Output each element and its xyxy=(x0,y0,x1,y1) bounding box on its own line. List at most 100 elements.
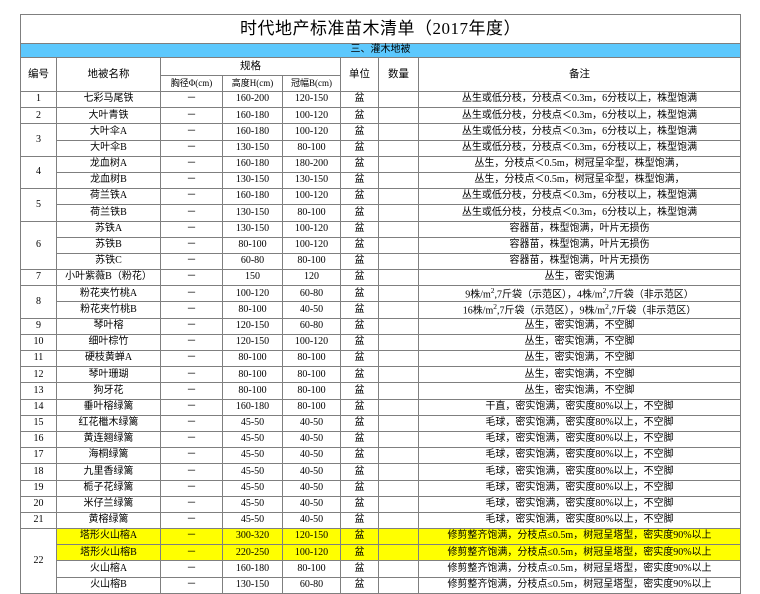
table-row[interactable]: 8 粉花夹竹桃A － 100-120 60-80 盆 9株/m2,7斤袋（示范区），4株/m… xyxy=(20,285,741,319)
cell-crown[interactable]: 40-50 xyxy=(282,511,341,530)
cell-remark[interactable]: 丛生或低分枝，分枝点＜0.3m，6分枝以上，株型饱满 xyxy=(418,123,741,141)
cell-height[interactable]: 130-150 xyxy=(222,171,283,190)
cell-name[interactable]: 苏铁A xyxy=(56,220,161,238)
cell-height[interactable]: 45-50 xyxy=(222,463,283,481)
cell-height[interactable]: 130-150 xyxy=(222,576,283,594)
cell-remark[interactable]: 修剪整齐饱满，分枝点≤0.5m，树冠呈塔型，密实度90%以上 xyxy=(418,576,741,594)
cell-diameter[interactable]: － xyxy=(160,139,223,157)
cell-diameter[interactable]: － xyxy=(160,463,223,481)
cell-height[interactable]: 160-180 xyxy=(222,188,283,206)
cell-remark[interactable]: 毛球，密实饱满，密实度80%以上，不空脚 xyxy=(418,511,741,530)
cell-diameter[interactable]: － xyxy=(160,511,223,530)
cell-unit[interactable]: 盆 xyxy=(340,155,379,173)
cell-quantity[interactable] xyxy=(378,560,419,578)
cell-no[interactable]: 8 xyxy=(20,285,57,319)
cell-remark[interactable]: 毛球，密实饱满，密实度80%以上，不空脚 xyxy=(418,463,741,481)
cell-name[interactable]: 细叶棕竹 xyxy=(56,333,161,352)
cell-height[interactable]: 45-50 xyxy=(222,430,283,449)
table-row[interactable]: 苏铁B － 80-100 100-120 盆 容器苗，株型饱满，叶片无损伤 xyxy=(21,236,741,254)
cell-unit[interactable]: 盆 xyxy=(340,560,379,578)
cell-remark[interactable]: 修剪整齐饱满，分枝点≤0.5m，树冠呈塔型，密实度90%以上 xyxy=(418,528,741,546)
cell-diameter[interactable]: － xyxy=(160,269,223,287)
cell-unit[interactable]: 盆 xyxy=(340,171,379,190)
cell-height[interactable]: 45-50 xyxy=(222,479,283,497)
cell-unit[interactable]: 盆 xyxy=(340,139,379,157)
cell-crown[interactable]: 40-50 xyxy=(282,495,341,513)
cell-unit[interactable]: 盆 xyxy=(340,90,379,109)
cell-crown[interactable]: 100-120 xyxy=(282,236,341,254)
cell-remark[interactable]: 16株/m2,7斤袋（示范区），9株/m2,7斤袋（非示范区） xyxy=(418,301,741,319)
cell-name[interactable]: 火山榕B xyxy=(56,576,161,594)
cell-name[interactable]: 琴叶珊瑚 xyxy=(56,366,161,384)
cell-unit[interactable]: 盆 xyxy=(340,252,379,271)
cell-name[interactable]: 粉花夹竹桃A xyxy=(56,285,161,303)
table-row[interactable]: 2 大叶青铁－ 160-180 100-120 盆 丛生或低分枝，分枝点＜0.3m，6分枝… xyxy=(20,107,741,125)
table-row[interactable]: 13 狗牙花－ 80-100 80-100 盆丛生，密实饱满，不空脚 xyxy=(20,382,741,400)
cell-crown[interactable]: 80-100 xyxy=(282,398,341,416)
cell-crown[interactable]: 100-120 xyxy=(282,333,341,352)
cell-unit[interactable]: 盆 xyxy=(340,447,379,465)
cell-remark[interactable]: 容器苗，株型饱满，叶片无损伤 xyxy=(418,252,741,271)
cell-height[interactable]: 80-100 xyxy=(222,301,283,319)
cell-remark[interactable]: 干直，密实饱满，密实度80%以上，不空脚 xyxy=(418,398,741,416)
cell-no[interactable]: 6 xyxy=(20,220,57,271)
cell-crown[interactable]: 80-100 xyxy=(282,204,341,222)
cell-unit[interactable]: 盆 xyxy=(340,301,379,319)
cell-height[interactable]: 45-50 xyxy=(222,447,283,465)
table-row[interactable]: 5 荷兰铁A － 160-180 100-120 盆丛生或低分枝，分枝点＜0.3m，6分枝… xyxy=(20,188,741,222)
cell-unit[interactable]: 盆 xyxy=(340,204,379,222)
cell-height[interactable]: 120-150 xyxy=(222,333,283,352)
cell-unit[interactable]: 盆 xyxy=(340,188,379,206)
cell-no[interactable]: 12 xyxy=(20,366,57,384)
cell-remark[interactable]: 修剪整齐饱满，分枝点≤0.5m，树冠呈塔型，密实度90%以上 xyxy=(418,544,741,562)
cell-quantity[interactable] xyxy=(378,544,419,562)
cell-diameter[interactable]: － xyxy=(160,382,223,400)
cell-remark[interactable]: 丛生，密实饱满，不空脚 xyxy=(418,382,741,400)
cell-quantity[interactable] xyxy=(378,528,419,546)
cell-remark[interactable]: 毛球，密实饱满，密实度80%以上，不空脚 xyxy=(418,447,741,465)
cell-quantity[interactable] xyxy=(378,398,419,416)
cell-diameter[interactable]: － xyxy=(160,414,223,432)
cell-crown[interactable]: 40-50 xyxy=(282,430,341,449)
table-row[interactable]: 粉花夹竹桃B － 80-100 40-50 盆 16株/m2,7斤袋（示范区），9株/m2… xyxy=(21,301,741,319)
cell-quantity[interactable] xyxy=(378,171,419,190)
cell-unit[interactable]: 盆 xyxy=(340,479,379,497)
cell-crown[interactable]: 40-50 xyxy=(282,463,341,481)
table-row[interactable]: 14 垂叶榕绿篱－ 160-180 80-100 盆 干直，密实饱满，密实度80%以上，不… xyxy=(20,398,741,416)
cell-remark[interactable]: 丛生，分枝点＜0.5m，树冠呈伞型，株型饱满， xyxy=(418,171,741,190)
cell-quantity[interactable] xyxy=(378,188,419,206)
cell-quantity[interactable] xyxy=(378,269,419,287)
cell-diameter[interactable]: － xyxy=(160,123,223,141)
cell-quantity[interactable] xyxy=(378,139,419,157)
cell-no[interactable]: 10 xyxy=(20,333,57,352)
cell-name[interactable]: 小叶紫薇B（粉花） xyxy=(56,269,161,287)
cell-no[interactable]: 13 xyxy=(20,382,57,400)
cell-unit[interactable]: 盆 xyxy=(340,511,379,530)
cell-diameter[interactable]: － xyxy=(160,107,223,125)
cell-height[interactable]: 160-180 xyxy=(222,107,283,125)
cell-no[interactable]: 5 xyxy=(20,188,57,222)
cell-crown[interactable]: 100-120 xyxy=(282,544,341,562)
cell-height[interactable]: 80-100 xyxy=(222,382,283,400)
cell-diameter[interactable]: － xyxy=(160,252,223,271)
cell-crown[interactable]: 80-100 xyxy=(282,252,341,271)
cell-crown[interactable]: 100-120 xyxy=(282,188,341,206)
cell-name[interactable]: 塔形火山榕A xyxy=(56,528,161,546)
cell-height[interactable]: 160-200 xyxy=(222,90,283,109)
table-row[interactable]: 3 大叶伞A － 160-180 100-120 盆丛生或低分枝，分枝点＜0.3m，6分枝… xyxy=(20,123,741,157)
cell-unit[interactable]: 盆 xyxy=(340,463,379,481)
table-row[interactable]: 19 栀子花绿篱－ 45-50 40-50 盆 毛球，密实饱满，密实度80%以上，不空脚 xyxy=(20,479,741,497)
cell-height[interactable]: 120-150 xyxy=(222,317,283,335)
cell-height[interactable]: 45-50 xyxy=(222,495,283,513)
cell-name[interactable]: 红花檵木绿篱 xyxy=(56,414,161,432)
cell-no[interactable]: 16 xyxy=(20,430,57,449)
cell-quantity[interactable] xyxy=(378,511,419,530)
cell-remark[interactable]: 丛生，密实饱满，不空脚 xyxy=(418,333,741,352)
table-row[interactable]: 10 细叶棕竹－ 120-150 100-120 盆 丛生，密实饱满，不空脚 xyxy=(20,333,741,352)
cell-diameter[interactable]: － xyxy=(160,236,223,254)
cell-unit[interactable]: 盆 xyxy=(340,236,379,254)
cell-name[interactable]: 苏铁C xyxy=(56,252,161,271)
cell-name[interactable]: 黄榕绿篱 xyxy=(56,511,161,530)
cell-quantity[interactable] xyxy=(378,447,419,465)
cell-crown[interactable]: 40-50 xyxy=(282,479,341,497)
